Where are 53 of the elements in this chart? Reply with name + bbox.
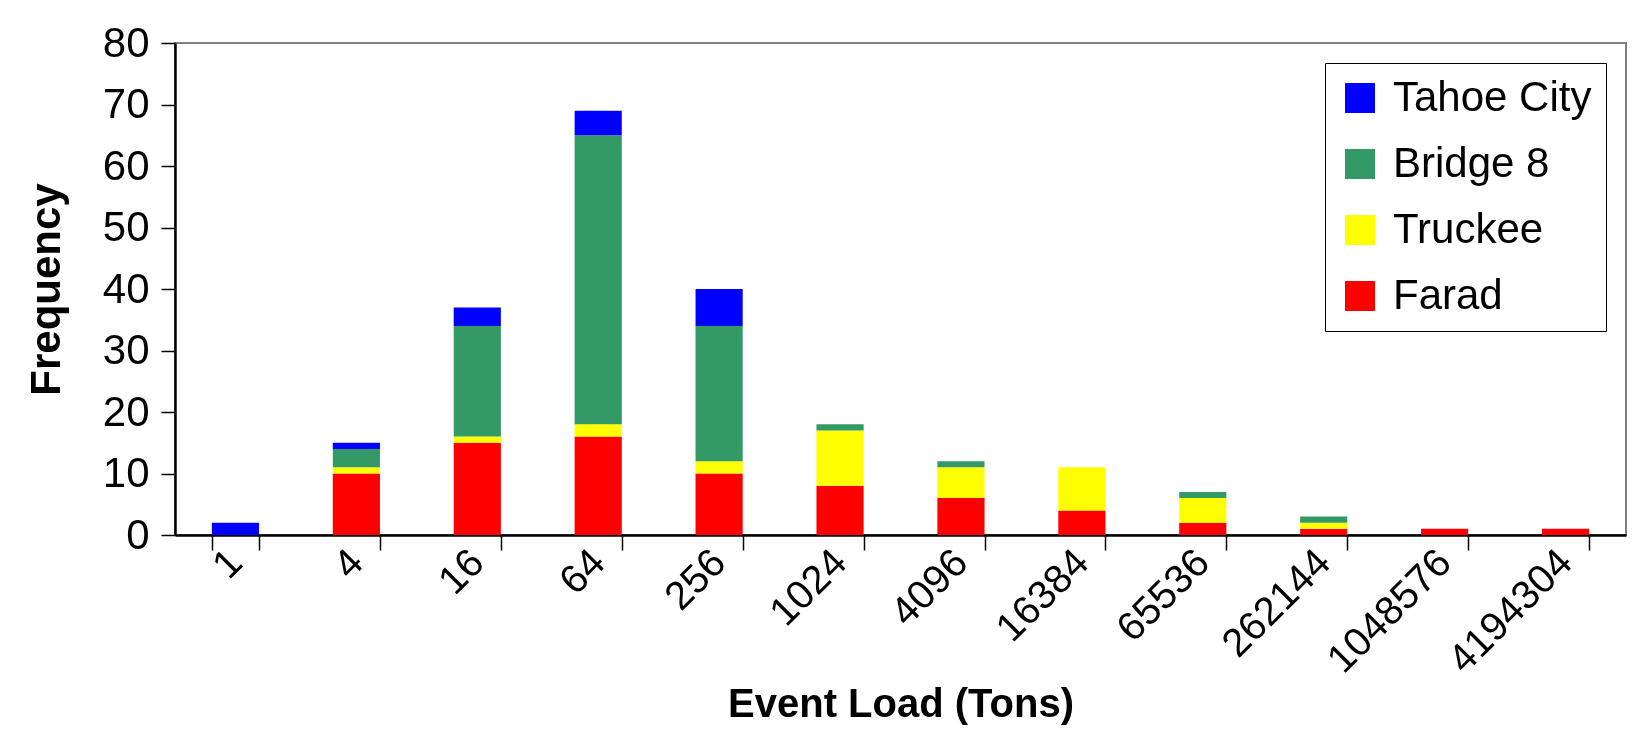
legend-label: Truckee: [1393, 205, 1544, 252]
y-tick-label: 60: [102, 141, 150, 189]
bar: [453, 442, 501, 535]
y-tick-label: 30: [102, 326, 150, 373]
bar: [1058, 510, 1106, 535]
y-tick-label: 50: [102, 203, 150, 250]
bar: [1300, 522, 1348, 529]
x-tick-label: 256: [655, 539, 734, 618]
x-tick-label: 4: [324, 539, 372, 587]
bar: [453, 325, 501, 437]
bar: [695, 473, 743, 535]
legend-label: Bridge 8: [1393, 139, 1550, 186]
bar: [453, 436, 501, 443]
bar: [332, 448, 380, 468]
x-tick-label: 16: [429, 539, 492, 603]
bar: [1300, 528, 1348, 535]
bar: [1179, 491, 1227, 499]
bar: [574, 436, 622, 535]
bar: [937, 498, 985, 535]
bar: [937, 461, 985, 468]
y-tick-label: 10: [102, 449, 150, 496]
y-tick-label: 0: [126, 510, 150, 558]
bar: [1541, 528, 1590, 535]
x-tick-label: 1: [203, 539, 251, 587]
bar: [816, 424, 864, 431]
legend-label: Tahoe City: [1393, 73, 1592, 120]
legend-label: Farad: [1393, 271, 1503, 318]
bar: [1421, 528, 1469, 535]
bar: [1179, 522, 1227, 535]
y-tick-label: 80: [102, 18, 150, 66]
y-axis-title: Frequency: [21, 182, 69, 396]
x-tick-label: 64: [550, 539, 613, 603]
bar: [332, 467, 380, 474]
y-tick-label: 40: [102, 264, 150, 312]
y-tick-label: 20: [102, 387, 150, 435]
bar: [816, 430, 864, 486]
bar: [332, 473, 380, 535]
bar: [1300, 516, 1348, 523]
y-tick-label: 70: [102, 80, 150, 127]
bar: [937, 467, 985, 499]
bar: [1058, 467, 1106, 511]
bar: [1179, 498, 1227, 523]
bar: [695, 461, 743, 474]
bar: [574, 424, 622, 437]
bar: [574, 110, 622, 136]
bar: [211, 522, 260, 535]
bar: [332, 442, 380, 449]
bar: [574, 135, 622, 425]
x-axis-title: Event Load (Tons): [728, 680, 1074, 725]
bar: [816, 485, 864, 535]
bar: [695, 289, 743, 326]
bar: [695, 325, 743, 462]
bar: [453, 307, 501, 326]
